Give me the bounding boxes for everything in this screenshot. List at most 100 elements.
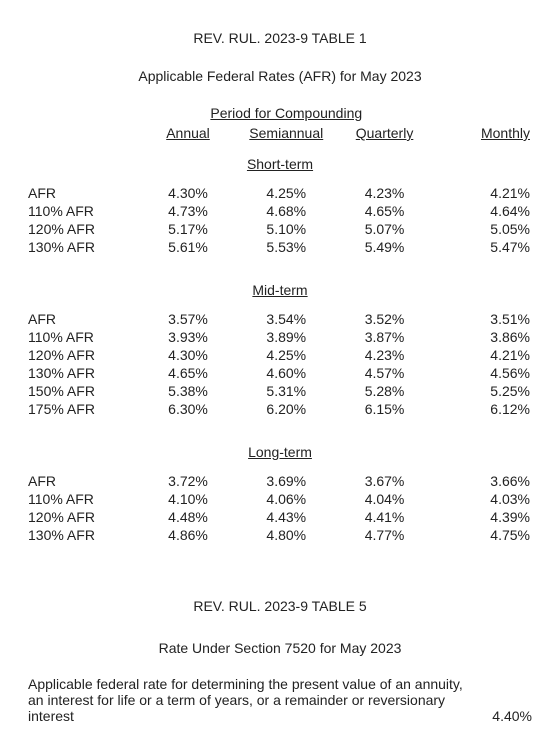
table-row: 130% AFR5.61%5.53%5.49%5.47% (28, 238, 532, 256)
row-label: AFR (28, 310, 139, 328)
row-label: AFR (28, 472, 139, 490)
compounding-header: Period for Compounding (210, 105, 362, 121)
cell-value: 4.21% (434, 346, 532, 364)
cell-value: 5.10% (237, 220, 335, 238)
table-row: AFR3.72%3.69%3.67%3.66% (28, 472, 532, 490)
cell-value: 3.57% (139, 310, 237, 328)
section-7520: Applicable federal rate for determining … (28, 676, 532, 724)
cell-value: 5.17% (139, 220, 237, 238)
row-label: 150% AFR (28, 382, 139, 400)
cell-value: 4.23% (335, 184, 433, 202)
table5-title: REV. RUL. 2023-9 TABLE 5 (28, 598, 532, 614)
row-label: 110% AFR (28, 202, 139, 220)
table-row: 120% AFR4.48%4.43%4.41%4.39% (28, 508, 532, 526)
cell-value: 4.21% (434, 184, 532, 202)
cell-value: 3.67% (335, 472, 433, 490)
cell-value: 3.51% (434, 310, 532, 328)
col-quarterly: Quarterly (335, 124, 433, 142)
table-row: 120% AFR5.17%5.10%5.07%5.05% (28, 220, 532, 238)
table-row: AFR3.57%3.54%3.52%3.51% (28, 310, 532, 328)
cell-value: 5.07% (335, 220, 433, 238)
cell-value: 4.57% (335, 364, 433, 382)
cell-value: 3.54% (237, 310, 335, 328)
table-row: 130% AFR4.65%4.60%4.57%4.56% (28, 364, 532, 382)
cell-value: 3.93% (139, 328, 237, 346)
table-row: 120% AFR4.30%4.25%4.23%4.21% (28, 346, 532, 364)
cell-value: 6.20% (237, 400, 335, 418)
cell-value: 6.30% (139, 400, 237, 418)
table-row: 175% AFR6.30%6.20%6.15%6.12% (28, 400, 532, 418)
cell-value: 3.52% (335, 310, 433, 328)
cell-value: 5.25% (434, 382, 532, 400)
table5-subtitle: Rate Under Section 7520 for May 2023 (28, 640, 532, 656)
row-label: AFR (28, 184, 139, 202)
table1-title: REV. RUL. 2023-9 TABLE 1 (28, 30, 532, 46)
cell-value: 5.47% (434, 238, 532, 256)
cell-value: 4.64% (434, 202, 532, 220)
section-name: Mid-term (28, 268, 532, 310)
col-annual: Annual (139, 124, 237, 142)
table-row: AFR4.30%4.25%4.23%4.21% (28, 184, 532, 202)
cell-value: 4.48% (139, 508, 237, 526)
cell-value: 4.60% (237, 364, 335, 382)
row-label: 130% AFR (28, 526, 139, 544)
cell-value: 4.03% (434, 490, 532, 508)
cell-value: 3.89% (237, 328, 335, 346)
cell-value: 4.06% (237, 490, 335, 508)
row-label: 120% AFR (28, 346, 139, 364)
cell-value: 4.65% (335, 202, 433, 220)
spacer-row (28, 544, 532, 556)
spacer-row (28, 256, 532, 268)
cell-value: 5.49% (335, 238, 433, 256)
cell-value: 4.75% (434, 526, 532, 544)
cell-value: 4.25% (237, 184, 335, 202)
row-label: 120% AFR (28, 508, 139, 526)
section-7520-note: Applicable federal rate for determining … (28, 676, 492, 724)
cell-value: 4.77% (335, 526, 433, 544)
section-header: Long-term (28, 430, 532, 472)
table-row: 110% AFR3.93%3.89%3.87%3.86% (28, 328, 532, 346)
section-header: Short-term (28, 142, 532, 184)
cell-value: 4.65% (139, 364, 237, 382)
cell-value: 3.86% (434, 328, 532, 346)
section-header: Mid-term (28, 268, 532, 310)
column-header-row: Annual Semiannual Quarterly Monthly (28, 124, 532, 142)
cell-value: 5.53% (237, 238, 335, 256)
row-label: 130% AFR (28, 238, 139, 256)
cell-value: 4.41% (335, 508, 433, 526)
row-label: 175% AFR (28, 400, 139, 418)
table1-subtitle: Applicable Federal Rates (AFR) for May 2… (28, 68, 532, 84)
cell-value: 4.86% (139, 526, 237, 544)
cell-value: 4.68% (237, 202, 335, 220)
cell-value: 5.31% (237, 382, 335, 400)
table-row: 130% AFR4.86%4.80%4.77%4.75% (28, 526, 532, 544)
cell-value: 3.66% (434, 472, 532, 490)
col-semiannual: Semiannual (237, 124, 335, 142)
section-name: Short-term (28, 142, 532, 184)
table-row: 150% AFR5.38%5.31%5.28%5.25% (28, 382, 532, 400)
cell-value: 4.39% (434, 508, 532, 526)
cell-value: 4.10% (139, 490, 237, 508)
row-label: 110% AFR (28, 328, 139, 346)
cell-value: 4.43% (237, 508, 335, 526)
row-label: 130% AFR (28, 364, 139, 382)
cell-value: 3.69% (237, 472, 335, 490)
table-row: 110% AFR4.73%4.68%4.65%4.64% (28, 202, 532, 220)
col-monthly: Monthly (434, 124, 532, 142)
cell-value: 3.87% (335, 328, 433, 346)
cell-value: 4.56% (434, 364, 532, 382)
table-row: 110% AFR4.10%4.06%4.04%4.03% (28, 490, 532, 508)
cell-value: 6.12% (434, 400, 532, 418)
cell-value: 5.05% (434, 220, 532, 238)
compounding-header-row: Period for Compounding (28, 104, 532, 124)
row-label: 120% AFR (28, 220, 139, 238)
cell-value: 5.61% (139, 238, 237, 256)
cell-value: 4.04% (335, 490, 433, 508)
cell-value: 5.38% (139, 382, 237, 400)
section-name: Long-term (28, 430, 532, 472)
cell-value: 4.30% (139, 184, 237, 202)
afr-table: Period for Compounding Annual Semiannual… (28, 104, 532, 556)
row-label: 110% AFR (28, 490, 139, 508)
cell-value: 3.72% (139, 472, 237, 490)
section-7520-rate: 4.40% (492, 708, 532, 724)
